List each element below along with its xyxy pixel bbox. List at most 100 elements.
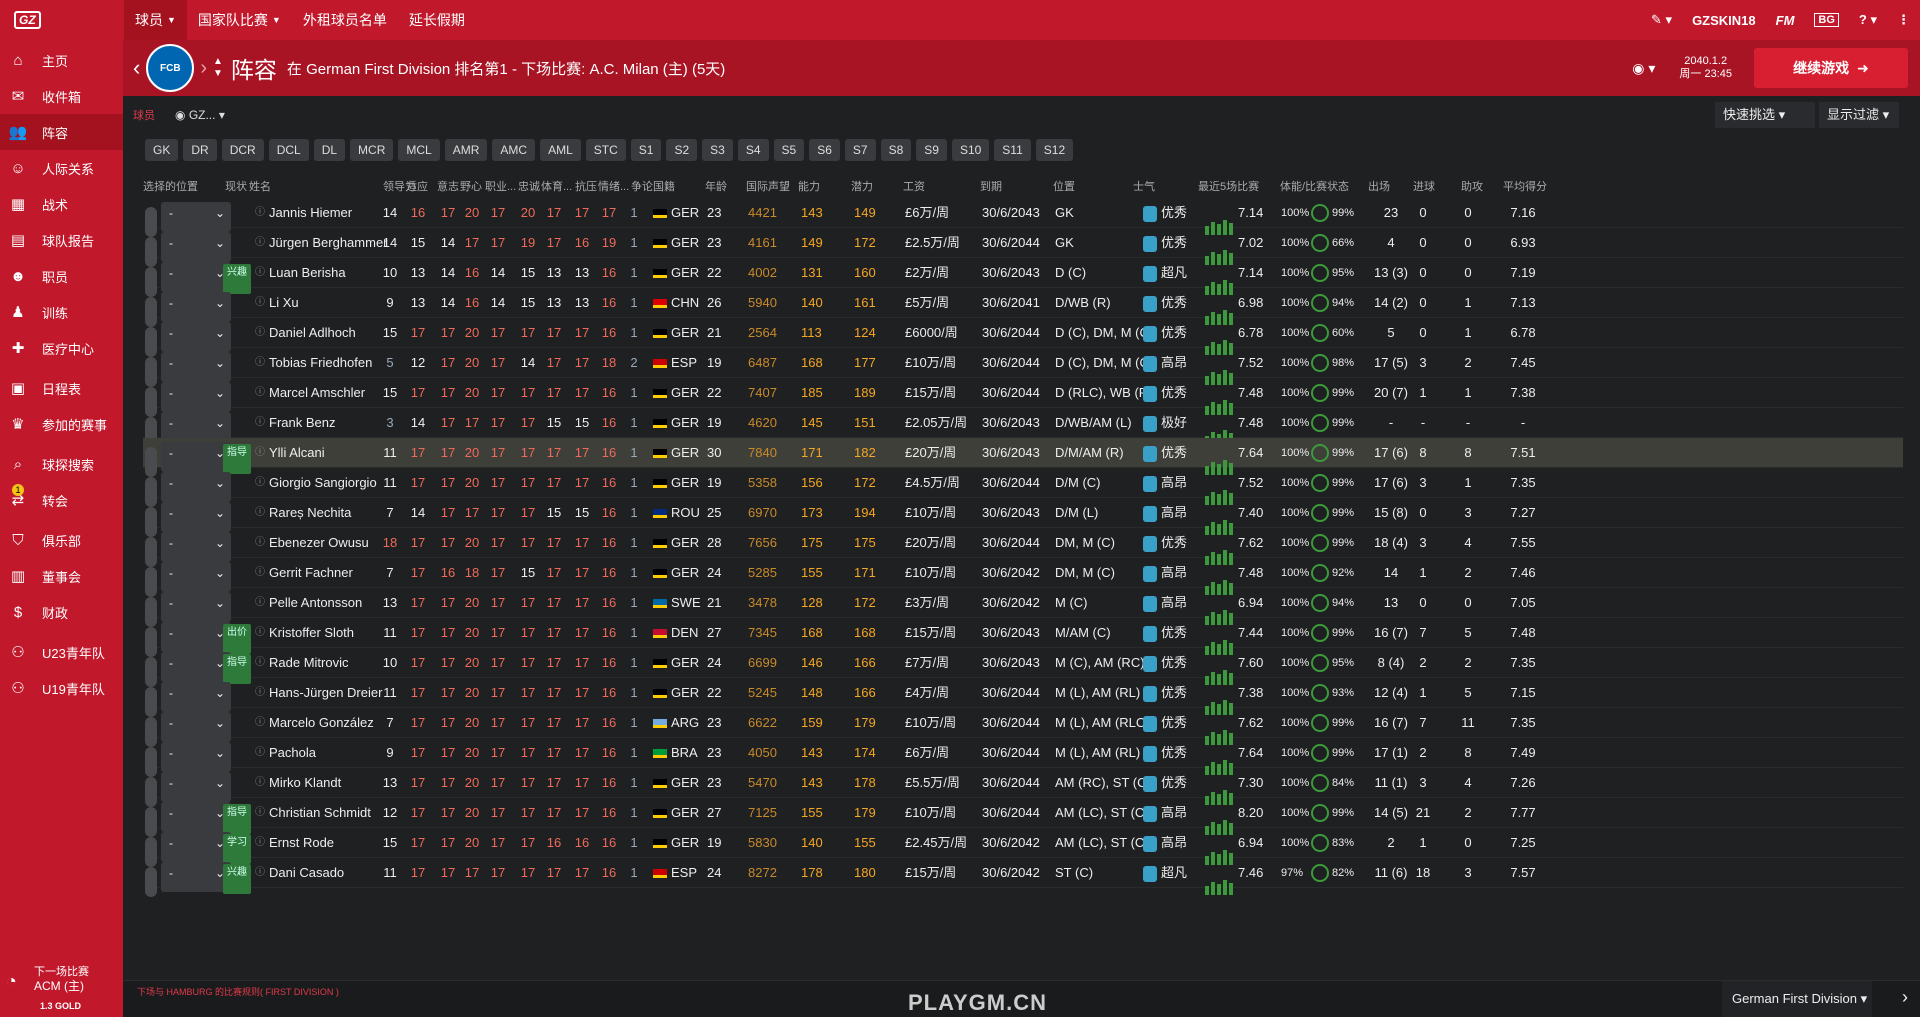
player-name[interactable]: Luan Berisha bbox=[269, 265, 346, 280]
row-checkbox[interactable] bbox=[145, 867, 157, 897]
position-button[interactable]: AMR bbox=[444, 139, 488, 161]
sidebar-item-club[interactable]: ⛉ 俱乐部 bbox=[0, 522, 123, 558]
view-selector[interactable]: ◉ GZ... ▾ bbox=[175, 108, 225, 122]
info-icon[interactable]: ⓘ bbox=[255, 687, 265, 698]
table-row[interactable]: - ⌄ ⓘ Li Xu 9 13 14 16 14 15 13 13 16 1 CHN 26 5940 140 16… bbox=[143, 288, 1903, 327]
position-button[interactable]: S9 bbox=[916, 139, 947, 161]
table-row[interactable]: - ⌄ ⓘ Frank Benz 3 14 17 17 17 17 15 15 16 1 GER 19 4620… bbox=[143, 408, 1903, 447]
column-header-sel[interactable]: 选择的位置 bbox=[143, 181, 198, 193]
column-header-status[interactable]: 现状 bbox=[225, 181, 247, 193]
player-name[interactable]: Marcelo González bbox=[269, 715, 374, 730]
table-row[interactable]: - ⌄ ⓘ Giorgio Sangiorgio 11 17 17 20 17 17 17 17 16 1… bbox=[143, 468, 1903, 507]
column-header-form[interactable]: 最近5场比赛 bbox=[1198, 181, 1260, 193]
table-row[interactable]: - ⌄ 学习 ⓘ Ernst Rode 15 17 17 20 17 17 16 16 16 1 GER 19 5… bbox=[143, 828, 1903, 867]
position-button[interactable]: STC bbox=[585, 139, 626, 161]
column-header-gls[interactable]: 进球 bbox=[1413, 181, 1435, 193]
row-checkbox[interactable] bbox=[145, 357, 157, 387]
row-checkbox[interactable] bbox=[145, 807, 157, 837]
back-icon[interactable]: ‹ bbox=[133, 55, 141, 80]
info-icon[interactable]: ⓘ bbox=[255, 447, 265, 458]
row-checkbox[interactable] bbox=[145, 477, 157, 507]
display-filter-dropdown[interactable]: 显示过滤 ▾ bbox=[1819, 102, 1899, 128]
position-select[interactable]: - ⌄ bbox=[161, 202, 231, 232]
position-button[interactable]: DCL bbox=[268, 139, 309, 161]
position-select[interactable]: - ⌄ bbox=[161, 862, 231, 892]
club-crest[interactable]: FCB bbox=[146, 44, 195, 92]
table-row[interactable]: - ⌄ ⓘ Ebenezer Owusu 18 17 17 20 17 17 17 17 16 1 GER 2… bbox=[143, 528, 1903, 567]
player-name[interactable]: Jürgen Berghammer bbox=[269, 235, 388, 250]
row-checkbox[interactable] bbox=[145, 597, 157, 627]
row-checkbox[interactable] bbox=[145, 237, 157, 267]
column-header-wage[interactable]: 工资 bbox=[903, 181, 925, 193]
position-button[interactable]: S6 bbox=[809, 139, 840, 161]
column-header-loy[interactable]: 忠诚 bbox=[518, 181, 540, 193]
sidebar-item-u23[interactable]: ⚇ U23青年队 bbox=[0, 634, 123, 670]
sidebar-item-medical[interactable]: ✚ 医疗中心 bbox=[0, 330, 123, 366]
league-selector[interactable]: German First Division ▾ bbox=[1722, 981, 1872, 1017]
row-checkbox[interactable] bbox=[145, 837, 157, 867]
info-icon[interactable]: ⓘ bbox=[255, 237, 265, 248]
column-header-exp[interactable]: 到期 bbox=[980, 181, 1002, 193]
position-select[interactable]: - ⌄ bbox=[161, 682, 231, 712]
sidebar-item-board[interactable]: ▥ 董事会 bbox=[0, 558, 123, 594]
table-row[interactable]: - ⌄ ⓘ Marcelo González 7 17 17 20 17 17 17 17 16 1 ARG… bbox=[143, 708, 1903, 747]
position-button[interactable]: S7 bbox=[844, 139, 876, 161]
player-name[interactable]: Tobias Friedhofen bbox=[269, 355, 373, 370]
table-row[interactable]: - ⌄ ⓘ Rareș Nechita 7 14 17 17 17 17 15 15 16 1 ROU 25 6… bbox=[143, 498, 1903, 537]
position-select[interactable]: - ⌄ bbox=[161, 382, 231, 412]
forward-icon[interactable]: › bbox=[200, 56, 207, 79]
row-checkbox[interactable] bbox=[145, 297, 157, 327]
sidebar-item-squad[interactable]: 👥 阵容 bbox=[0, 114, 123, 150]
position-select[interactable]: - ⌄ bbox=[161, 502, 231, 532]
position-button[interactable]: S4 bbox=[737, 139, 769, 161]
row-checkbox[interactable] bbox=[145, 657, 157, 687]
column-header-sport[interactable]: 体育... bbox=[541, 181, 573, 193]
sidebar-item-home[interactable]: ⌂ 主页 bbox=[0, 42, 123, 78]
position-select[interactable]: - ⌄ bbox=[161, 712, 231, 742]
fm-logo[interactable]: GZ bbox=[0, 0, 124, 40]
player-name[interactable]: Christian Schmidt bbox=[269, 805, 371, 820]
player-name[interactable]: Ernst Rode bbox=[269, 835, 335, 850]
column-header-pa[interactable]: 潜力 bbox=[851, 181, 873, 193]
player-name[interactable]: Frank Benz bbox=[269, 415, 336, 430]
position-button[interactable]: DL bbox=[313, 139, 346, 161]
column-header-cond[interactable]: 体能/比赛状态 bbox=[1280, 181, 1350, 193]
table-row[interactable]: - ⌄ ⓘ Daniel Adlhoch 15 17 17 20 17 17 17 17 16 1 GER 2… bbox=[143, 318, 1903, 357]
menu-holiday[interactable]: 延长假期 bbox=[408, 12, 465, 28]
bg-icon[interactable]: BG bbox=[1804, 0, 1849, 40]
column-header-age[interactable]: 年龄 bbox=[705, 181, 727, 193]
sidebar-item-u19[interactable]: ⚇ U19青年队 bbox=[0, 670, 123, 706]
sidebar-item-staff[interactable]: ☻ 职员 bbox=[0, 258, 123, 294]
position-button[interactable]: AML bbox=[540, 139, 581, 161]
column-header-amb[interactable]: 野心 bbox=[460, 181, 482, 193]
info-icon[interactable]: ⓘ bbox=[255, 387, 265, 398]
menu-icon[interactable]: ⋮ bbox=[1897, 12, 1910, 27]
fm-icon[interactable]: FM bbox=[1775, 12, 1795, 28]
info-icon[interactable]: ⓘ bbox=[255, 717, 265, 728]
player-name[interactable]: Ebenezer Owusu bbox=[269, 535, 369, 550]
column-header-temp[interactable]: 情绪... bbox=[598, 181, 630, 193]
next-match-panel[interactable]: ◔ 下一场比赛 ACM (主) 1.3 GOLD bbox=[0, 957, 123, 1017]
info-icon[interactable]: ⓘ bbox=[255, 477, 265, 488]
info-icon[interactable]: ⓘ bbox=[255, 327, 265, 338]
sidebar-item-competitions[interactable]: ♛ 参加的赛事 bbox=[0, 406, 123, 442]
table-row[interactable]: - ⌄ ⓘ Tobias Friedhofen 5 12 17 20 17 14 17 17 18 2 ES… bbox=[143, 348, 1903, 387]
player-name[interactable]: Rade Mitrovic bbox=[269, 655, 349, 670]
info-icon[interactable]: ⓘ bbox=[255, 207, 265, 218]
row-checkbox[interactable] bbox=[145, 327, 157, 357]
info-icon[interactable]: ⓘ bbox=[255, 747, 265, 758]
position-button[interactable]: S3 bbox=[702, 139, 733, 161]
player-name[interactable]: Jannis Hiemer bbox=[269, 205, 353, 220]
sidebar-item-training[interactable]: ♟ 训练 bbox=[0, 294, 123, 330]
position-select[interactable]: - ⌄ bbox=[161, 532, 231, 562]
column-header-ast[interactable]: 助攻 bbox=[1461, 181, 1483, 193]
position-button[interactable]: DR bbox=[183, 139, 217, 161]
table-row[interactable]: - ⌄ 兴趣 ⓘ Dani Casado 11 17 17 17 17 17 17 17 16 1 ESP 24… bbox=[143, 858, 1903, 897]
position-select[interactable]: - ⌄ bbox=[161, 472, 231, 502]
updown-icon[interactable]: ▲ ▼ bbox=[213, 56, 223, 79]
table-row[interactable]: - ⌄ 指导 ⓘ Rade Mitrovic 10 17 17 20 17 17 17 17 16 1 GER… bbox=[143, 648, 1903, 687]
player-name[interactable]: Dani Casado bbox=[269, 865, 345, 880]
info-icon[interactable]: ⓘ bbox=[255, 267, 265, 278]
position-button[interactable]: MCR bbox=[350, 139, 394, 161]
player-name[interactable]: Mirko Klandt bbox=[269, 775, 342, 790]
